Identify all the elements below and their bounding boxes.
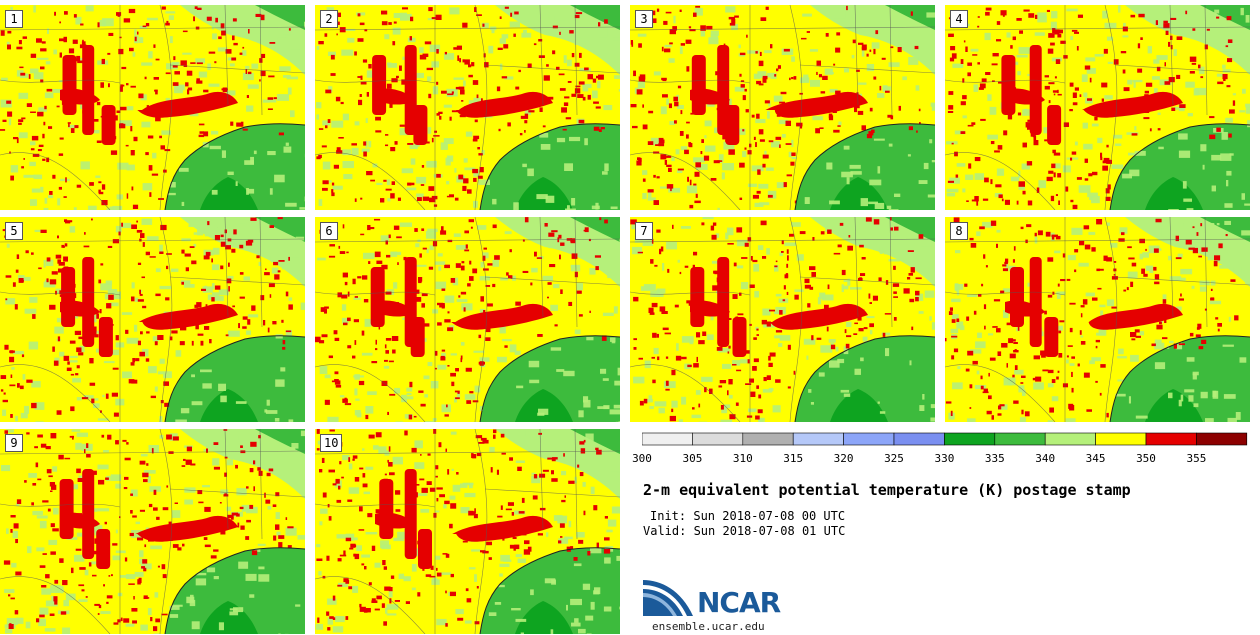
ensemble-member-map: 5 bbox=[0, 217, 305, 422]
member-label: 10 bbox=[320, 434, 343, 452]
colorbar-tick-label: 335 bbox=[984, 452, 1005, 465]
member-label: 5 bbox=[5, 222, 23, 240]
colorbar-swatch bbox=[742, 432, 794, 446]
colorbar-tick-label: 340 bbox=[1035, 452, 1056, 465]
ensemble-member-map: 2 bbox=[315, 5, 620, 210]
member-label: 1 bbox=[5, 10, 23, 28]
ensemble-member-map: 4 bbox=[945, 5, 1250, 210]
ncar-logo-icon bbox=[643, 580, 693, 616]
colorbar-swatch bbox=[1095, 432, 1147, 446]
member-label: 4 bbox=[950, 10, 968, 28]
colorbar-swatch bbox=[994, 432, 1046, 446]
colorbar-swatch bbox=[843, 432, 895, 446]
ensemble-member-map: 3 bbox=[630, 5, 935, 210]
colorbar-tick-label: 305 bbox=[682, 452, 703, 465]
member-label: 7 bbox=[635, 222, 653, 240]
member-label: 8 bbox=[950, 222, 968, 240]
colorbar-tick-label: 300 bbox=[632, 452, 652, 465]
ensemble-member-map: 7 bbox=[630, 217, 935, 422]
colorbar-swatch bbox=[893, 432, 945, 446]
colorbar-tick-label: 310 bbox=[732, 452, 753, 465]
member-label: 3 bbox=[635, 10, 653, 28]
colorbar-swatch bbox=[1145, 432, 1197, 446]
ensemble-member-map: 8 bbox=[945, 217, 1250, 422]
site-url: ensemble.ucar.edu bbox=[652, 620, 765, 633]
colorbar-tick-label: 355 bbox=[1186, 452, 1207, 465]
ensemble-member-map: 1 bbox=[0, 5, 305, 210]
colorbar-swatch bbox=[692, 432, 744, 446]
member-label: 2 bbox=[320, 10, 338, 28]
member-label: 6 bbox=[320, 222, 338, 240]
ensemble-member-map: 6 bbox=[315, 217, 620, 422]
colorbar bbox=[642, 432, 1248, 446]
colorbar-swatch bbox=[1196, 432, 1248, 446]
colorbar-tick-label: 345 bbox=[1085, 452, 1106, 465]
ensemble-member-map: 10 bbox=[315, 429, 620, 634]
colorbar-swatch bbox=[944, 432, 996, 446]
plot-title: 2-m equivalent potential temperature (K)… bbox=[643, 481, 1131, 499]
colorbar-swatch bbox=[792, 432, 844, 446]
colorbar-tick-label: 350 bbox=[1136, 452, 1156, 465]
ncar-logo-text: NCAR bbox=[697, 586, 781, 619]
colorbar-tick-label: 315 bbox=[783, 452, 804, 465]
colorbar-swatch bbox=[1044, 432, 1096, 446]
colorbar-swatch bbox=[642, 432, 693, 446]
colorbar-tick-label: 325 bbox=[884, 452, 904, 465]
colorbar-tick-label: 320 bbox=[833, 452, 854, 465]
member-label: 9 bbox=[5, 434, 23, 452]
colorbar-tick-label: 330 bbox=[934, 452, 955, 465]
init-time: Init: Sun 2018-07-08 00 UTC bbox=[650, 509, 846, 523]
ensemble-member-map: 9 bbox=[0, 429, 305, 634]
valid-time: Valid: Sun 2018-07-08 01 UTC bbox=[643, 524, 846, 538]
